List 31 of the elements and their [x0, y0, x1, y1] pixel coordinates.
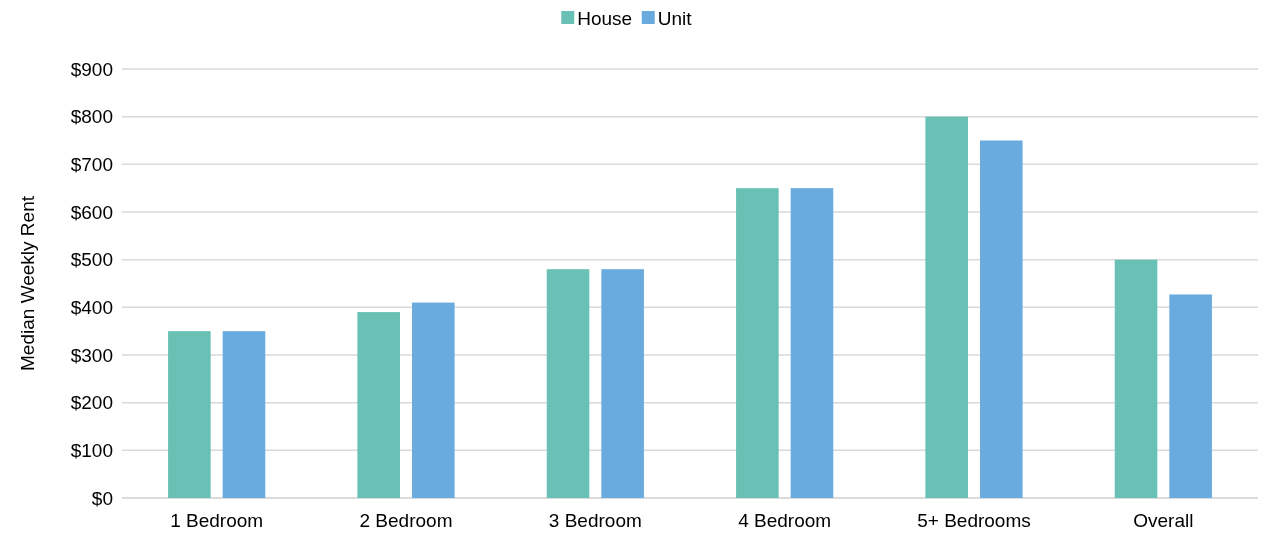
y-tick-label: $700 — [70, 153, 113, 175]
bar — [980, 140, 1023, 498]
x-tick-label: 5+ Bedrooms — [917, 510, 1031, 531]
bar — [1114, 259, 1158, 498]
bar — [601, 269, 644, 498]
y-tick-label: $900 — [70, 58, 113, 80]
x-tick-label: 1 Bedroom — [170, 510, 264, 531]
y-axis-title: Median Weekly Rent — [17, 195, 38, 371]
x-tick-label: 4 Bedroom — [738, 510, 832, 531]
y-tick-label: $200 — [70, 392, 113, 414]
y-tick-label: $0 — [91, 487, 113, 509]
bar — [736, 188, 779, 498]
bar — [1169, 294, 1212, 498]
y-tick-label: $600 — [70, 201, 113, 223]
y-tick-label: $400 — [70, 296, 113, 318]
y-tick-label: $500 — [70, 249, 113, 271]
bar — [546, 269, 590, 498]
x-tick-label: Overall — [1133, 510, 1194, 531]
x-tick-label: 2 Bedroom — [359, 510, 453, 531]
x-tick-label: 3 Bedroom — [548, 510, 642, 531]
bar — [357, 312, 400, 498]
y-tick-label: $300 — [70, 344, 113, 366]
legend-label: Unit — [657, 7, 693, 29]
bar — [412, 302, 455, 498]
bar — [790, 188, 834, 498]
y-tick-label: $800 — [70, 106, 113, 128]
legend-label: House — [577, 7, 633, 29]
y-tick-label: $100 — [70, 439, 113, 461]
bar — [222, 331, 266, 498]
bar — [925, 116, 968, 498]
bar — [168, 331, 211, 498]
